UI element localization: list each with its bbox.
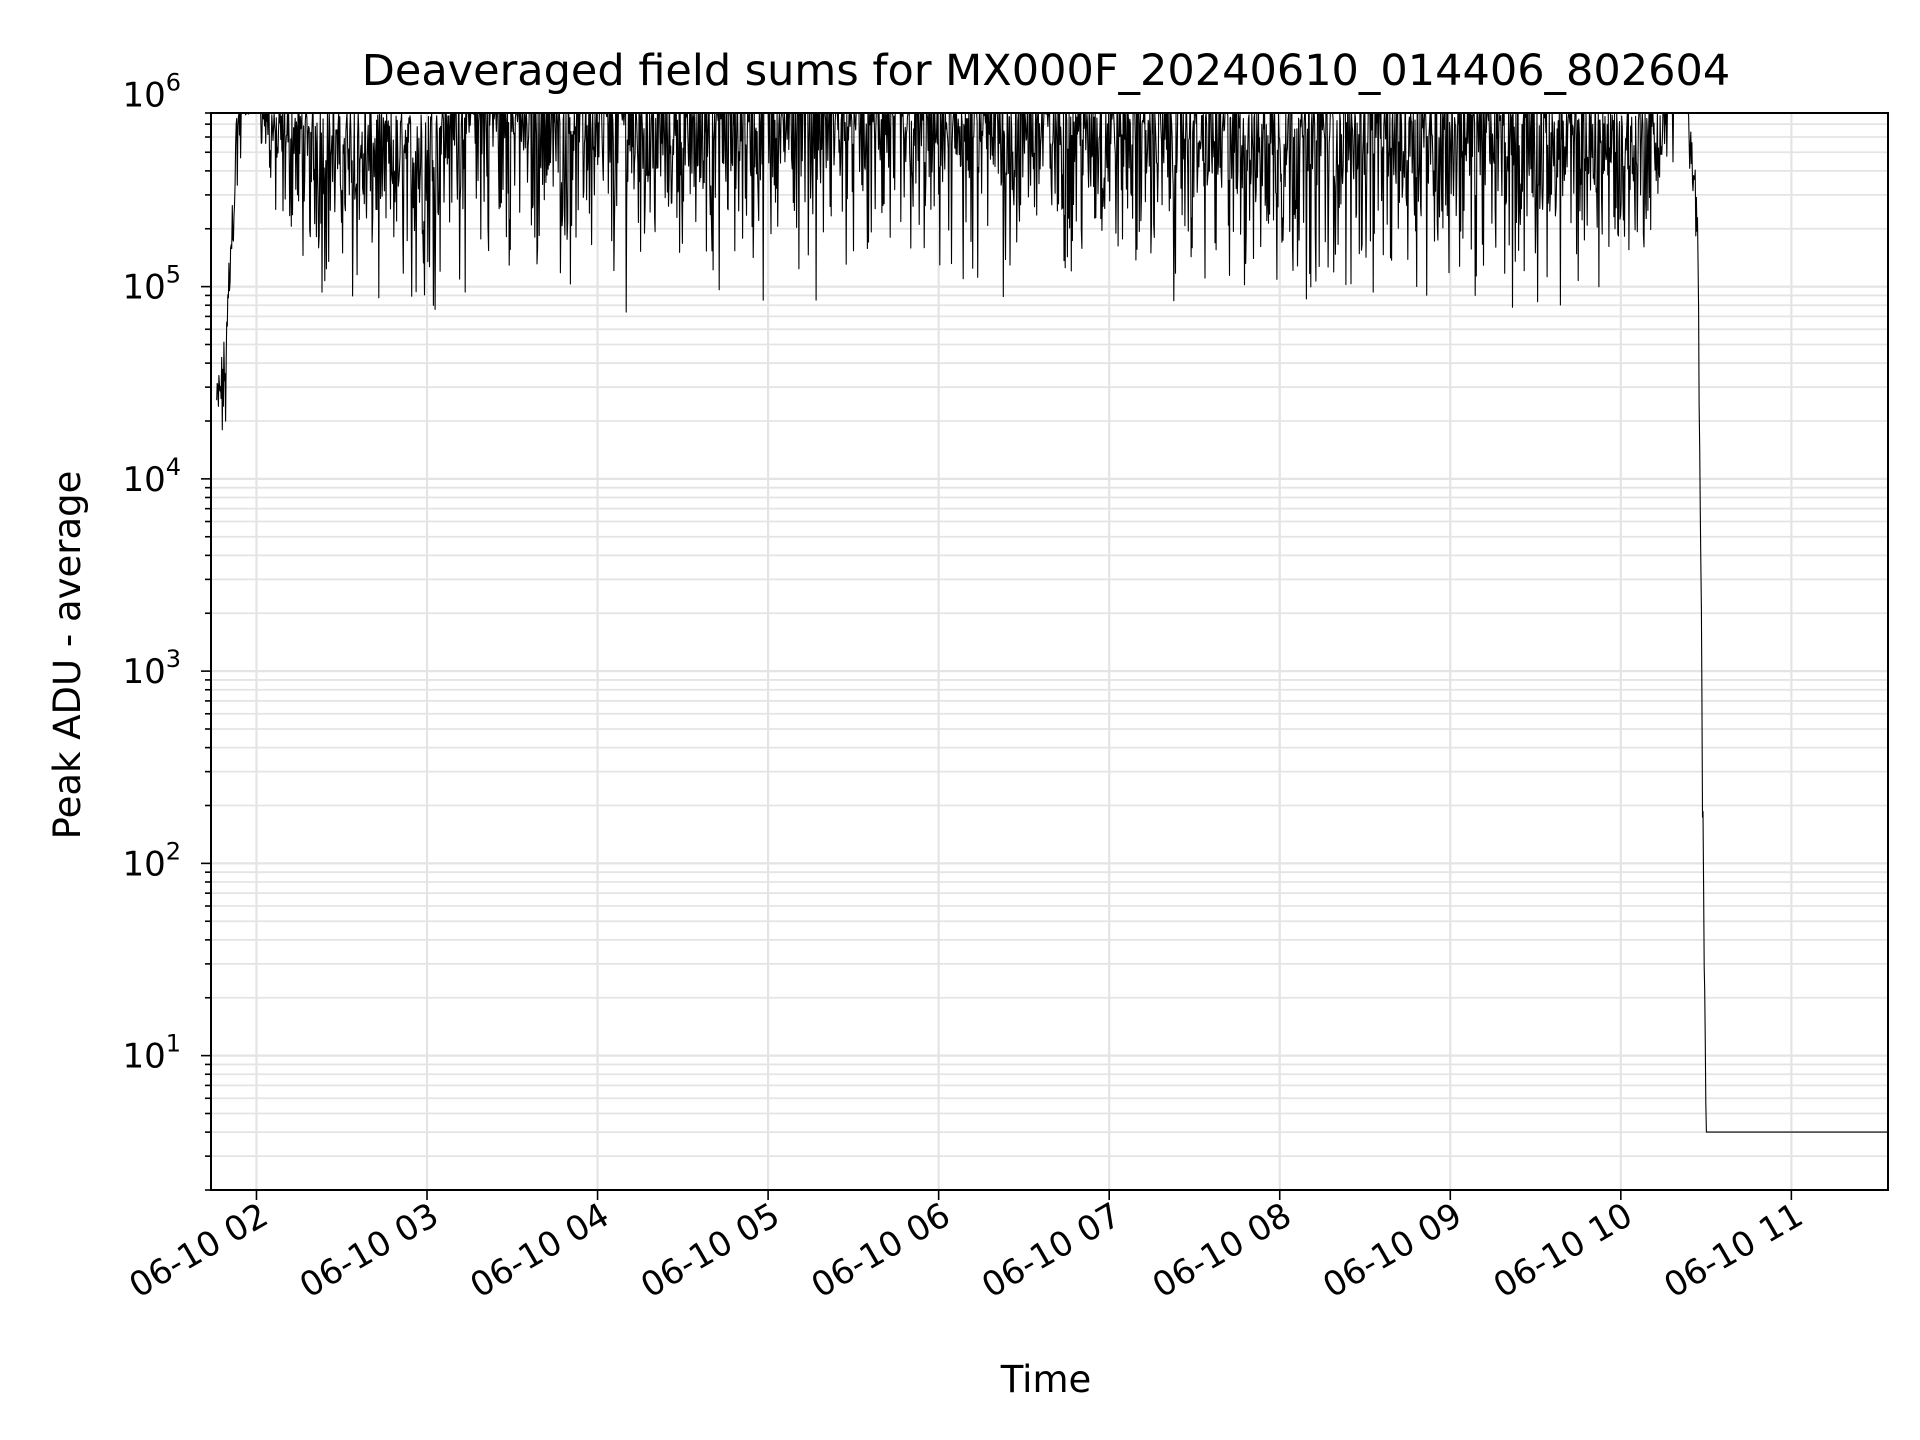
y-tick-label: 106 [122,68,181,115]
y-tick-label: 104 [122,453,181,500]
plot-frame [210,112,1889,1191]
y-tick-label: 105 [122,261,181,308]
y-axis: 101 102 103 104 105 106 [122,68,211,1191]
grid [211,112,1888,1191]
chart-title: Deaveraged field sums for MX000F_2024061… [362,46,1730,96]
y-tick-label: 103 [122,645,181,692]
y-axis-label: Peak ADU - average [46,471,89,840]
y-tick-label: 102 [122,837,181,884]
x-axis-label: Time [1000,1358,1092,1401]
y-tick-label: 101 [122,1030,181,1077]
